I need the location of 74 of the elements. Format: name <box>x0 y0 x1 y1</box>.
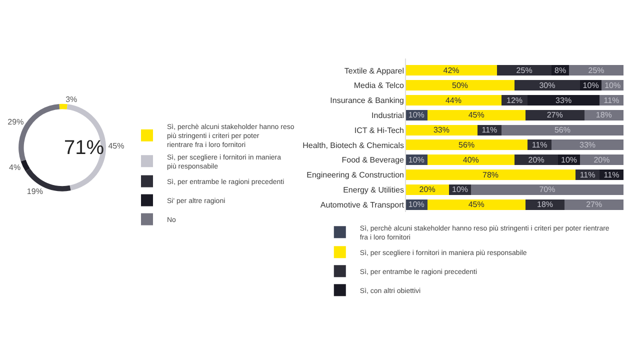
bar <box>406 140 528 150</box>
y-tick-label: Health, Biotech & Chemicals <box>302 140 404 150</box>
data-label: 3% <box>66 94 78 104</box>
bar <box>406 95 502 106</box>
bar <box>427 110 526 120</box>
y-tick-label: Textile & Apparel <box>344 66 404 76</box>
data-label: 20% <box>419 185 436 194</box>
data-label: 4% <box>9 162 21 172</box>
y-tick-label: Energy & Utilities <box>343 185 404 194</box>
data-label: 20% <box>528 155 544 164</box>
bar <box>406 65 498 76</box>
data-label: 45% <box>468 110 484 120</box>
data-label: 40% <box>462 155 479 164</box>
data-label: 10% <box>560 155 578 164</box>
data-label: 19% <box>26 187 43 196</box>
data-label: 30% <box>539 80 556 90</box>
y-tick-label: Food & Beverage <box>342 156 405 165</box>
data-label: 27% <box>586 200 602 210</box>
data-label: 10% <box>604 80 621 90</box>
y-tick-label: Engineering & Construction <box>306 170 404 180</box>
data-label: 45% <box>108 141 124 150</box>
data-label: 56% <box>554 126 570 135</box>
bar <box>564 199 624 210</box>
y-tick-label: Automotive & Transport <box>320 200 405 210</box>
data-label: 45% <box>468 200 484 210</box>
bar <box>427 154 514 166</box>
data-label: 11% <box>604 170 620 180</box>
data-label: 25% <box>516 66 532 75</box>
donut-slice <box>20 160 30 172</box>
y-tick-label: Insurance & Banking <box>330 96 404 106</box>
bar <box>427 199 526 210</box>
data-label: 18% <box>596 110 612 120</box>
bar <box>569 65 624 76</box>
donut-slice <box>59 104 68 110</box>
data-label: 29% <box>8 117 24 126</box>
data-label: 70% <box>539 185 556 194</box>
data-label: 11% <box>532 140 548 150</box>
bar <box>525 110 584 120</box>
data-label: 10% <box>452 185 468 194</box>
data-label: 42% <box>443 66 460 75</box>
data-label: 25% <box>588 66 604 75</box>
data-label: 18% <box>537 200 554 210</box>
data-label: 33% <box>556 96 572 105</box>
data-label: 12% <box>506 96 523 105</box>
bar <box>406 124 478 136</box>
data-label: 10% <box>582 80 599 90</box>
data-label: 11% <box>482 126 498 135</box>
data-label: 10% <box>408 200 424 210</box>
bar <box>528 95 600 106</box>
y-tick-label: Media & Telco <box>354 81 405 90</box>
data-label: 33% <box>580 140 596 150</box>
bar <box>497 65 552 76</box>
bar <box>552 140 624 150</box>
data-label: 11% <box>604 96 620 105</box>
data-label: 11% <box>580 170 596 180</box>
bar <box>501 124 624 136</box>
y-tick-label: Industrial <box>372 110 404 120</box>
bar <box>470 184 624 195</box>
data-label: 33% <box>433 126 450 135</box>
donut-slice <box>66 104 106 190</box>
bar <box>406 170 576 180</box>
data-label: 8% <box>554 66 566 75</box>
bar <box>514 80 580 91</box>
data-label: 20% <box>594 155 610 164</box>
data-label: 10% <box>408 155 424 164</box>
data-label: 27% <box>546 110 563 120</box>
text: 71% <box>64 137 104 159</box>
data-label: 50% <box>452 80 468 90</box>
y-tick-label: ICT & Hi-Tech <box>354 126 404 135</box>
data-label: 56% <box>458 140 475 150</box>
data-label: 10% <box>408 110 424 120</box>
bar <box>406 80 514 91</box>
data-label: 78% <box>482 170 499 180</box>
data-label: 44% <box>445 96 462 105</box>
